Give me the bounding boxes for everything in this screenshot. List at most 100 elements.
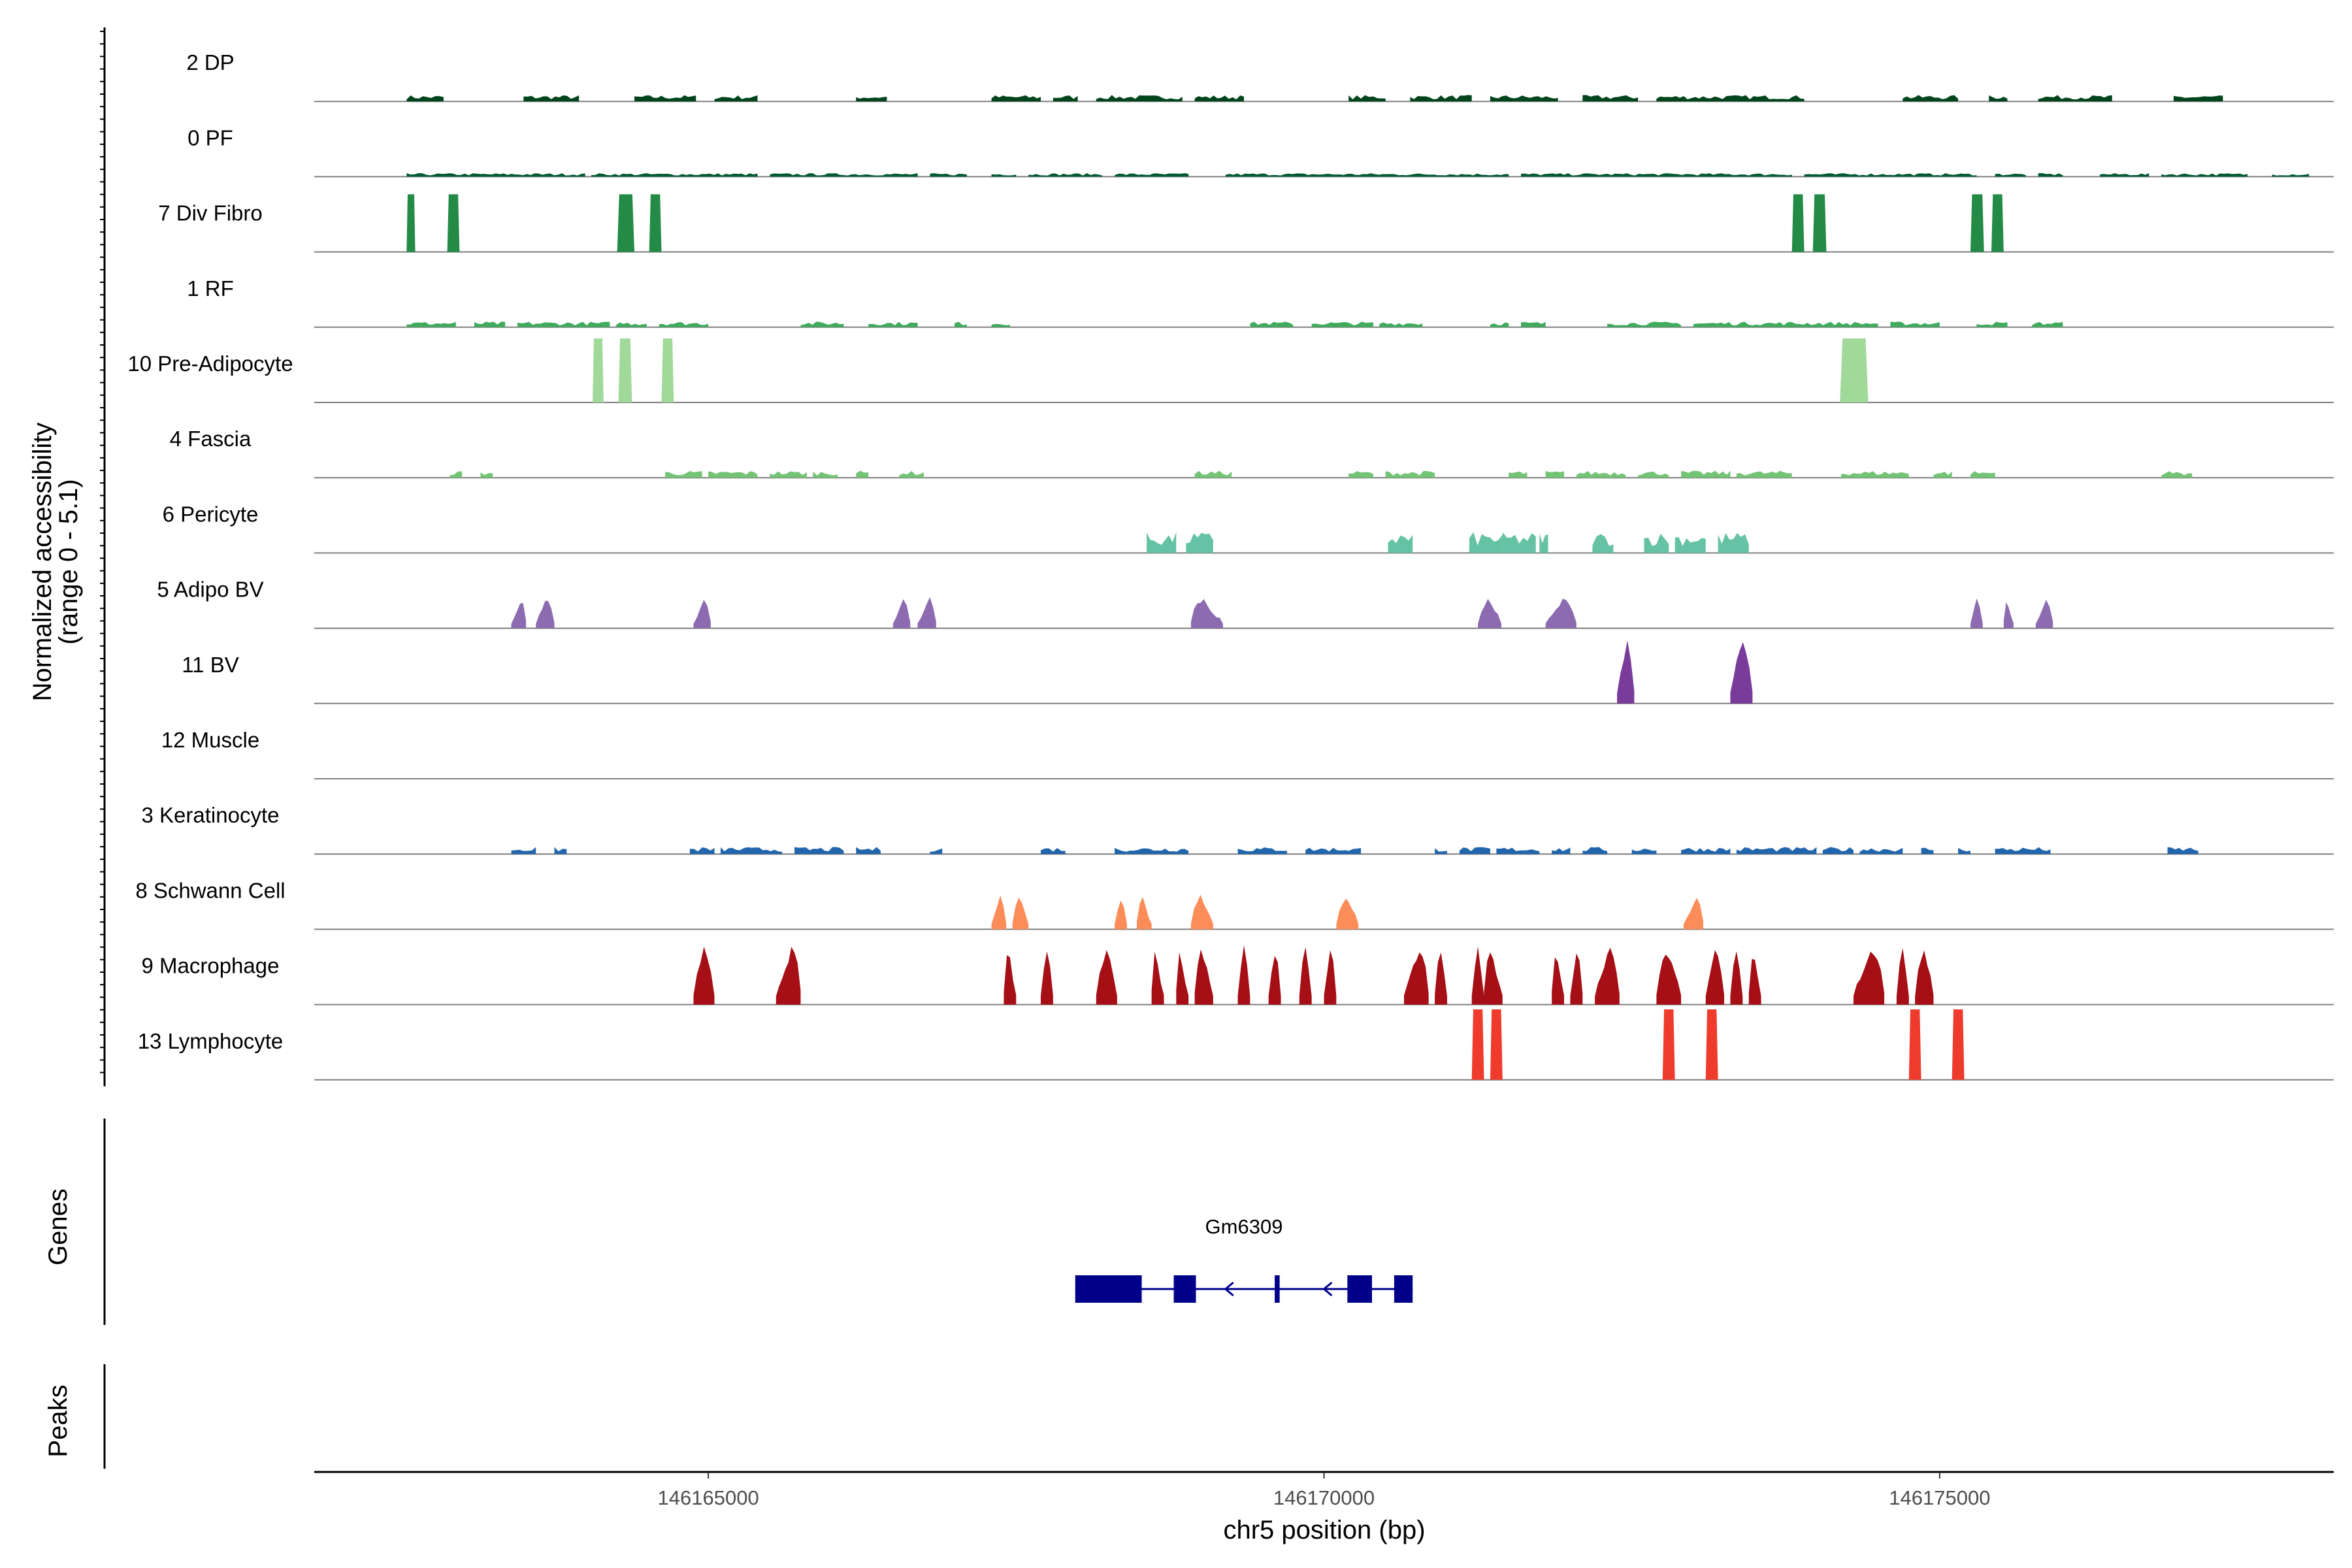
coverage-peak (1509, 471, 1527, 478)
track-8-schwann-cell (314, 894, 2334, 930)
coverage-peak (1096, 95, 1183, 102)
coverage-peak (592, 338, 604, 402)
coverage-peak (2099, 173, 2149, 177)
coverage-peak (1908, 1009, 1921, 1080)
coverage-peak (511, 603, 527, 629)
coverage-peak (1305, 847, 1362, 855)
coverage-peak (1250, 321, 1294, 327)
coverage-peak (813, 471, 838, 478)
coverage-peak (1582, 847, 1607, 855)
coverage-peak (1915, 950, 1934, 1005)
coverage-peak (2173, 95, 2223, 102)
coverage-peak (2035, 600, 2053, 629)
coverage-peak (770, 173, 918, 177)
coverage-peak (1379, 322, 1423, 327)
coverage-peak (1469, 532, 1503, 553)
coverage-peak (1190, 598, 1223, 629)
coverage-peak (1736, 470, 1792, 478)
x-tick-label: 146170000 (1273, 1486, 1375, 1509)
coverage-peak (1552, 957, 1565, 1005)
gene-exon (1173, 1275, 1196, 1303)
peaks-axis-title: Peaks (44, 1384, 73, 1457)
coverage-peak (447, 194, 460, 252)
coverage-peak (1176, 952, 1189, 1005)
coverage-peak (1053, 95, 1078, 102)
coverage-peak (1859, 847, 1903, 855)
coverage-peak (1225, 173, 1509, 177)
coverage-peak (1656, 955, 1682, 1005)
coverage-peak (856, 97, 887, 102)
coverage-peak (1570, 953, 1583, 1005)
coverage-peak (511, 847, 536, 855)
track-3-keratinocyte (314, 847, 2334, 855)
coverage-peak (1674, 537, 1706, 553)
coverage-peak (868, 321, 918, 327)
coverage-peak (1194, 95, 1244, 102)
coverage-peak (1952, 1009, 1965, 1080)
coverage-peak (1004, 955, 1017, 1005)
coverage-peak (1186, 532, 1213, 553)
track-label-8-schwann-cell: 8 Schwann Cell (135, 878, 285, 902)
coverage-peak (1840, 338, 1869, 402)
track-label-7-div-fibro: 7 Div Fibro (158, 201, 263, 225)
track-label-9-macrophage: 9 Macrophage (142, 954, 280, 978)
coverage-peak (1490, 95, 1558, 102)
coverage-peak (406, 194, 416, 252)
coverage-peak (1890, 321, 1940, 327)
coverage-peak (1705, 1009, 1718, 1080)
gene-label: Gm6309 (1205, 1215, 1283, 1238)
coverage-peak (1921, 847, 1934, 855)
coverage-peak (406, 95, 444, 102)
coverage-peak (1970, 471, 1995, 478)
coverage-peak (517, 321, 610, 327)
x-axis-ticks: 146165000 146170000 146175000 (658, 1472, 1990, 1509)
coverage-peak (554, 847, 567, 855)
coverage-peak (480, 472, 493, 478)
coverage-peak (1683, 898, 1704, 930)
coverage-peak (1705, 950, 1725, 1005)
coverage-peak (2272, 174, 2310, 177)
coverage-peak (708, 471, 758, 478)
y-axis-title-line1: Normalized accessibility (28, 423, 57, 702)
genes-axis-title: Genes (44, 1188, 73, 1266)
track-label-5-adipo-bv: 5 Adipo BV (157, 578, 263, 602)
coverage-peak (1617, 640, 1635, 704)
track-label-11-bv: 11 BV (182, 653, 238, 677)
coverage-peak (991, 95, 1041, 102)
coverage-peak (1631, 848, 1657, 855)
coverage-peak (523, 95, 580, 102)
coverage-peak (2161, 471, 2193, 478)
coverage-peak (856, 847, 881, 855)
track-9-macrophage (314, 945, 2334, 1005)
coverage-peak (800, 321, 844, 327)
coverage-peak (1268, 956, 1281, 1005)
coverage-peak (1137, 897, 1152, 930)
track-label-13-lymphocyte: 13 Lymphocyte (138, 1029, 284, 1053)
coverage-peak (2161, 173, 2248, 177)
coverage-peak (1471, 1009, 1484, 1080)
coverage-peak (1644, 533, 1669, 553)
coverage-peak (1970, 598, 1983, 629)
coverage-peak (1995, 847, 2051, 855)
track-label-0-pf: 0 PF (188, 125, 233, 150)
coverage-peak (794, 847, 844, 855)
coverage-peak (917, 597, 936, 629)
track-2-dp (314, 95, 2334, 103)
strand-arrow (1224, 1281, 1234, 1297)
coverage-peak (1576, 470, 1626, 478)
coverage-peak (770, 471, 807, 478)
x-axis-title: chr5 position (bp) (1223, 1516, 1425, 1544)
track-group (314, 95, 2334, 1081)
coverage-peak (1496, 847, 1540, 855)
x-tick-label: 146165000 (658, 1486, 759, 1509)
coverage-peak (1730, 642, 1753, 704)
coverage-peak (1933, 471, 1952, 478)
coverage-peak (1435, 848, 1447, 855)
gene-track (1075, 1275, 1413, 1303)
coverage-peak (406, 321, 456, 327)
coverage-peak (406, 173, 585, 177)
coverage-peak (1041, 848, 1066, 855)
coverage-peak (615, 322, 647, 327)
coverage-peak (1237, 847, 1287, 855)
